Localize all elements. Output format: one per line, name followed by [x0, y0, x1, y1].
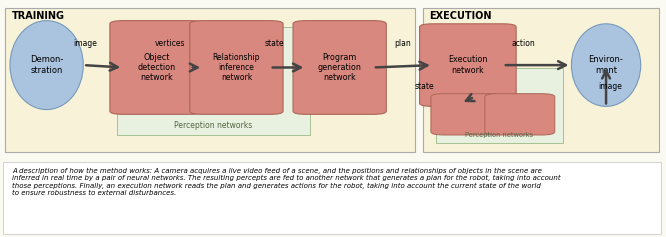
FancyBboxPatch shape — [423, 8, 659, 152]
Text: state: state — [414, 82, 434, 91]
Text: EXECUTION: EXECUTION — [430, 11, 492, 21]
FancyBboxPatch shape — [117, 27, 310, 135]
Ellipse shape — [571, 24, 641, 106]
FancyBboxPatch shape — [110, 21, 203, 114]
Text: Demon-
stration: Demon- stration — [30, 55, 63, 75]
FancyBboxPatch shape — [190, 21, 283, 114]
FancyBboxPatch shape — [436, 68, 563, 143]
Ellipse shape — [10, 21, 83, 109]
FancyBboxPatch shape — [3, 162, 661, 234]
Text: Perception networks: Perception networks — [174, 121, 252, 130]
Text: A description of how the method works: A camera acquires a live video feed of a : A description of how the method works: A… — [12, 168, 561, 196]
Text: vertices: vertices — [155, 39, 186, 48]
FancyBboxPatch shape — [431, 94, 501, 135]
FancyBboxPatch shape — [485, 94, 555, 135]
FancyBboxPatch shape — [293, 21, 386, 114]
Text: action: action — [511, 39, 535, 48]
Text: Execution
network: Execution network — [448, 55, 488, 75]
Text: plan: plan — [394, 39, 411, 48]
Text: state: state — [264, 39, 284, 48]
Text: Perception networks: Perception networks — [466, 132, 533, 138]
Text: Relationship
inference
network: Relationship inference network — [212, 53, 260, 82]
Text: TRAINING: TRAINING — [12, 11, 65, 21]
Text: Environ-
ment: Environ- ment — [589, 55, 623, 75]
Text: image: image — [73, 39, 97, 48]
FancyBboxPatch shape — [420, 24, 516, 106]
Text: Program
generation
network: Program generation network — [318, 53, 362, 82]
FancyBboxPatch shape — [5, 8, 415, 152]
Text: Object
detection
network: Object detection network — [137, 53, 176, 82]
Text: image: image — [598, 82, 622, 91]
